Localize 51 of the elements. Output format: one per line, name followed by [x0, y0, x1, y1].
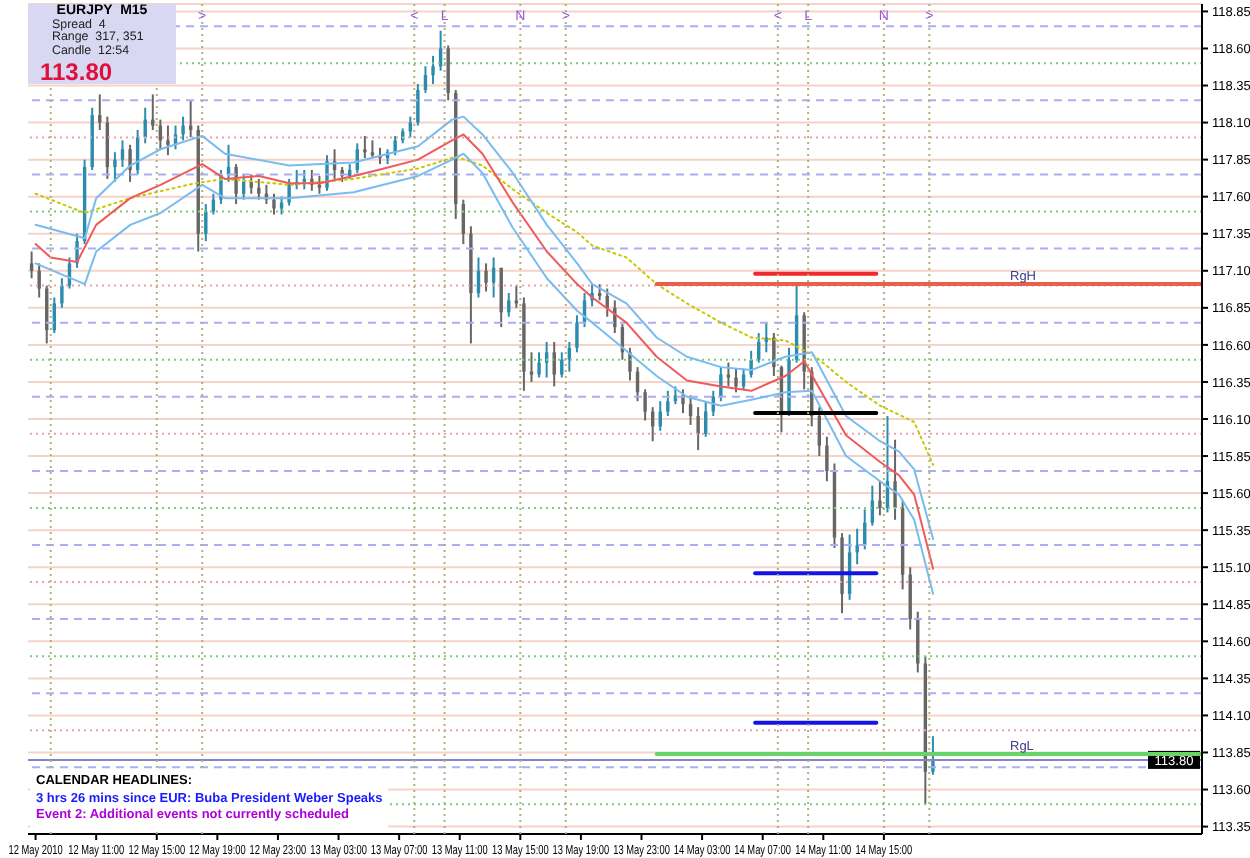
candlestick — [613, 299, 617, 335]
candlestick — [825, 435, 829, 483]
candlestick — [484, 262, 488, 293]
candlestick — [537, 351, 541, 379]
candlestick — [514, 284, 519, 309]
candlestick — [363, 134, 367, 160]
candlestick — [643, 388, 647, 422]
candlestick — [772, 332, 776, 378]
candlestick — [575, 314, 579, 354]
candlestick — [211, 192, 216, 216]
candlestick — [416, 83, 420, 127]
candlestick — [931, 735, 935, 776]
candlestick — [128, 143, 132, 183]
candlestick — [507, 292, 511, 318]
candlestick — [204, 203, 208, 243]
candlestick — [726, 361, 731, 388]
candlestick — [302, 169, 306, 191]
candlestick — [29, 250, 34, 280]
candlestick — [257, 177, 261, 201]
candlestick — [681, 388, 685, 415]
candlestick — [893, 438, 897, 521]
candlestick — [431, 54, 435, 86]
candlestick — [878, 480, 882, 517]
candlestick — [446, 44, 450, 102]
candlestick — [249, 173, 253, 195]
candlestick — [151, 93, 155, 131]
candlestick — [287, 177, 291, 207]
candlestick — [181, 115, 185, 142]
candlestick — [113, 151, 117, 183]
candlestick — [696, 406, 700, 452]
candlestick — [734, 367, 738, 394]
candlestick — [666, 389, 670, 418]
candlestick — [241, 173, 246, 201]
candlestick — [272, 192, 276, 216]
candlestick — [855, 527, 859, 566]
candlestick — [628, 346, 632, 382]
candlestick — [499, 266, 503, 329]
candlestick — [60, 277, 64, 309]
candlestick — [393, 134, 397, 157]
candlestick — [120, 139, 125, 169]
candlestick — [719, 366, 723, 403]
annotation: 113.80 — [38, 57, 115, 86]
candlestick — [98, 93, 102, 131]
line-series — [34, 155, 935, 466]
candlestick — [529, 351, 534, 383]
candlestick — [688, 394, 693, 426]
candlestick — [749, 349, 753, 379]
candlestick — [764, 321, 768, 354]
candlestick — [166, 124, 170, 157]
candlestick — [234, 163, 238, 206]
candlestick — [37, 262, 41, 299]
